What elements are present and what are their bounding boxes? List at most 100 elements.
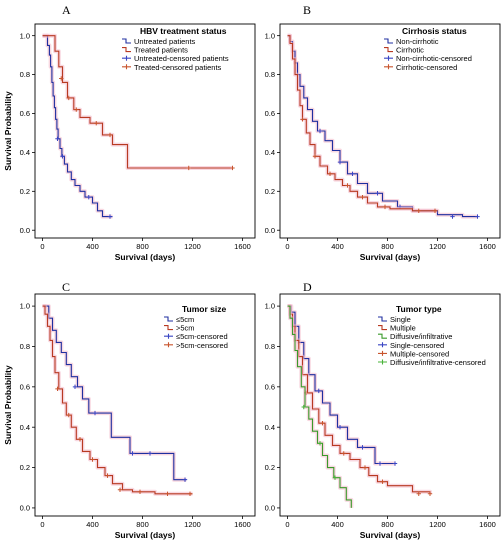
- censor-mark: [130, 451, 135, 456]
- censor-mark: [66, 95, 71, 101]
- censor-mark: [432, 208, 438, 213]
- y-tick-label: 0.6: [20, 109, 30, 118]
- censor-mark: [77, 437, 83, 442]
- censor-mark: [92, 410, 98, 416]
- censor-mark: [337, 425, 343, 430]
- plot-frame: [279, 23, 501, 239]
- y-tick-label: 0.0: [20, 226, 30, 235]
- legend-item-label: Untreated-censored patients: [134, 54, 229, 63]
- x-tick-label: 400: [331, 520, 344, 529]
- x-tick-label: 400: [86, 520, 99, 529]
- censor-mark: [72, 384, 78, 390]
- x-axis-label: Survival (days): [115, 252, 176, 262]
- legend-item-label: Cirrhotic-censored: [396, 63, 457, 72]
- x-axis-label: Survival (days): [360, 530, 421, 540]
- panel-letter: D: [303, 280, 312, 294]
- x-tick-label: 800: [136, 242, 149, 251]
- y-tick-label: 0.8: [20, 342, 30, 351]
- legend-item-label: Non-cirrhotic-censored: [396, 54, 472, 63]
- censor-mark: [341, 451, 346, 456]
- legend-swatch: [384, 47, 393, 53]
- legend-censor-swatch: [378, 350, 387, 356]
- x-tick-label: 1600: [234, 242, 251, 251]
- series-halo: [42, 304, 193, 496]
- panel-letter: B: [303, 3, 311, 17]
- legend-title: Tumor size: [182, 304, 227, 314]
- y-tick-label: 0.2: [265, 463, 275, 472]
- censor-mark: [392, 461, 398, 466]
- survival-curve: [42, 35, 233, 169]
- series-diffusive-infiltrative: [287, 304, 354, 508]
- y-tick-label: 0.0: [265, 504, 275, 513]
- legend-swatch: [378, 325, 387, 331]
- legend-item-label: Non-cirrhotic: [396, 37, 439, 46]
- legend-censor-swatch: [378, 359, 387, 365]
- y-axis-label: Survival Probability: [3, 365, 13, 445]
- censor-mark: [317, 128, 323, 134]
- censor-mark: [362, 465, 368, 470]
- chart-panel-b: B 0.0 0.2 0.4 0.6 0.8 1.0 0 400 800 1200 1600 Surviv…: [265, 3, 501, 262]
- legend-item-label: Single-censored: [390, 341, 444, 350]
- survival-curve: [287, 35, 438, 212]
- censor-mark: [316, 388, 321, 394]
- y-tick-label: 1.0: [265, 302, 275, 311]
- series-treated-patients: [42, 33, 235, 171]
- legend-item-label: >5cm: [176, 324, 195, 333]
- x-tick-label: 1600: [479, 520, 496, 529]
- censor-mark: [360, 194, 365, 200]
- y-tick-label: 0.2: [20, 463, 30, 472]
- censor-mark: [165, 491, 170, 496]
- series-cirrhotic: [287, 33, 438, 213]
- censor-mark: [117, 487, 123, 492]
- x-tick-label: 0: [285, 520, 289, 529]
- censor-mark: [186, 165, 191, 171]
- series-untreated-patients: [42, 33, 113, 219]
- censor-mark: [60, 154, 65, 159]
- legend-swatch: [378, 333, 387, 339]
- censor-mark: [55, 136, 60, 141]
- x-tick-label: 1600: [479, 242, 496, 251]
- censor-mark: [337, 159, 343, 165]
- censor-mark: [416, 208, 421, 213]
- censor-mark: [345, 183, 350, 188]
- survival-curve: [42, 305, 193, 495]
- y-tick-label: 0.4: [20, 148, 30, 157]
- legend-item-label: >5cm-censored: [176, 341, 228, 350]
- censor-mark: [320, 420, 325, 426]
- legend-censor-swatch: [122, 55, 131, 61]
- legend: Tumor size≤5cm>5cm≤5cm-censored>5cm-cens…: [164, 304, 228, 350]
- legend: Cirrhosis statusNon-cirrhoticCirrhoticNo…: [384, 26, 472, 72]
- legend-item-label: Treated patients: [134, 46, 188, 55]
- legend-title: Cirrhosis status: [402, 26, 467, 36]
- censor-mark: [317, 441, 323, 446]
- panel-letter: C: [62, 280, 70, 294]
- chart-panel-c: C 0.0 0.2 0.4 0.6 0.8 1.0 0 400 800 1200 1600 Surviv…: [3, 280, 256, 540]
- legend-item-label: Multiple-censored: [390, 349, 449, 358]
- legend-censor-swatch: [378, 342, 387, 348]
- censor-mark: [74, 107, 79, 112]
- x-tick-label: 400: [86, 242, 99, 251]
- y-tick-label: 0.0: [265, 226, 275, 235]
- censor-mark: [382, 204, 388, 210]
- x-tick-label: 800: [136, 520, 149, 529]
- legend-censor-swatch: [122, 64, 131, 70]
- y-tick-label: 0.8: [265, 70, 275, 79]
- censor-mark: [360, 445, 365, 450]
- series--5cm: [42, 304, 188, 482]
- plot-frame: [279, 293, 501, 517]
- survival-curve: [42, 35, 113, 218]
- censor-mark: [312, 154, 318, 159]
- y-tick-label: 0.4: [265, 148, 275, 157]
- legend-item-label: Diffusive/infiltrative: [390, 332, 452, 341]
- x-axis-label: Survival (days): [360, 252, 421, 262]
- censor-mark: [137, 489, 143, 494]
- legend-item-label: ≤5cm: [176, 315, 194, 324]
- x-tick-label: 400: [331, 242, 344, 251]
- x-tick-label: 0: [40, 520, 44, 529]
- censor-mark: [94, 121, 99, 126]
- y-tick-label: 0.8: [265, 342, 275, 351]
- x-tick-label: 1600: [234, 520, 251, 529]
- x-tick-label: 0: [285, 242, 289, 251]
